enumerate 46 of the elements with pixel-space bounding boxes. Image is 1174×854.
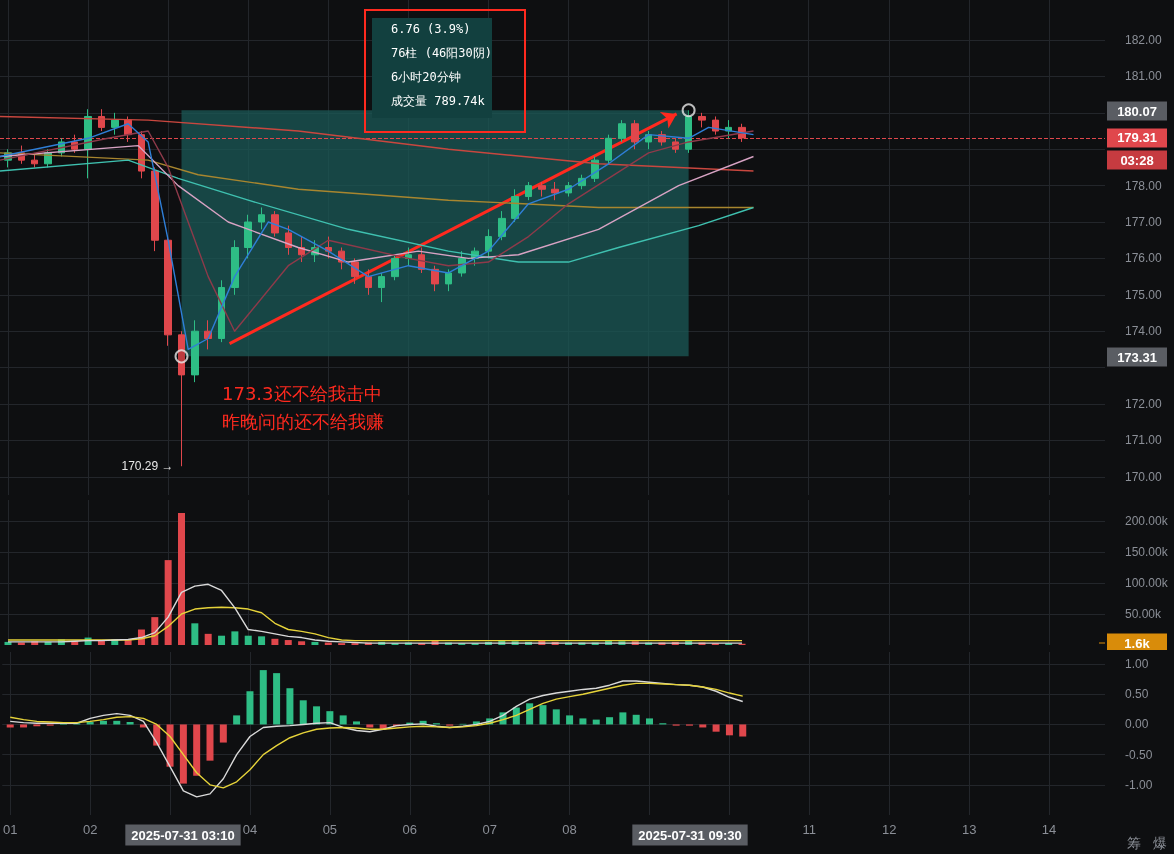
y-tick-label: 171.00 (1125, 433, 1163, 448)
annotation: 昨晚问的还不给我赚 (222, 410, 384, 432)
text: 173.31 (1117, 349, 1157, 365)
y-tick-label: 150.00k (1125, 545, 1169, 560)
y-tick-label: 100.00k (1125, 576, 1169, 591)
text: 180.07 (1117, 103, 1157, 119)
x-tick-label: 06 (402, 822, 418, 837)
x-tick-label: 05 (322, 822, 338, 837)
text: 爆 (1153, 835, 1167, 851)
y-tick-label: 178.00 (1125, 178, 1163, 193)
x-tick-label: 02 (82, 822, 98, 837)
x-tick-label: 13 (961, 822, 977, 837)
text: 03:28 (1120, 152, 1154, 168)
x-tick-label: 08 (562, 822, 577, 837)
x-tick-label: 11 (802, 822, 817, 837)
y-tick-label: 177.00 (1125, 215, 1163, 230)
annotation: 成交量 789.74k (391, 94, 486, 108)
y-tick-label: 175.00 (1125, 287, 1163, 302)
y-tick-label: -1.00 (1125, 777, 1153, 792)
y-tick-label: 50.00k (1125, 607, 1163, 622)
annotation: 6.76 (3.9%) (391, 22, 471, 36)
x-tick-label: 07 (482, 822, 497, 837)
annotation: 6小时20分钟 (391, 70, 461, 84)
x-tick-label: 14 (1041, 822, 1057, 837)
y-tick-label: 181.00 (1125, 69, 1163, 84)
y-tick-label: 182.00 (1125, 33, 1163, 48)
text: 1.6k (1124, 635, 1151, 651)
annotation: 76柱 (46阳30阴) (391, 46, 493, 60)
y-tick-label: 170.00 (1125, 469, 1163, 484)
ref-line-label: 179.31 (1117, 130, 1157, 146)
y-tick-label: 200.00k (1125, 514, 1169, 529)
y-tick-label: 0.50 (1125, 687, 1149, 702)
text: 筹 (1127, 835, 1141, 851)
text: 2025-07-31 03:10 (131, 827, 235, 843)
annotation: 170.29 → (121, 459, 174, 474)
x-tick-label: 01 (3, 822, 18, 837)
x-tick-label: 04 (242, 822, 258, 837)
y-tick-label: 1.00 (1125, 657, 1149, 672)
y-tick-label: 172.00 (1125, 397, 1163, 412)
y-tick-label: 176.00 (1125, 251, 1163, 266)
text: 2025-07-31 09:30 (638, 827, 742, 843)
x-tick-label: 12 (882, 822, 897, 837)
y-tick-label: 0.00 (1125, 717, 1149, 732)
y-tick-label: 174.00 (1125, 324, 1163, 339)
annotation: 173.3还不给我击中 (222, 382, 382, 404)
y-tick-label: -0.50 (1125, 747, 1153, 762)
